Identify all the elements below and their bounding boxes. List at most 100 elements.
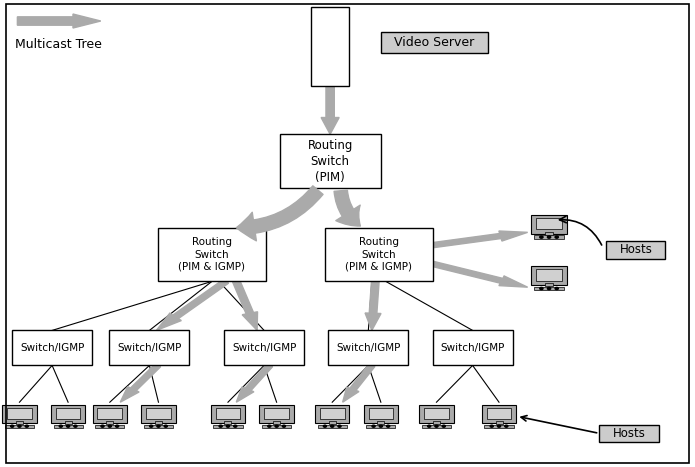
Circle shape — [442, 425, 445, 427]
Bar — [536, 218, 562, 229]
FancyArrow shape — [432, 262, 528, 287]
Bar — [54, 425, 83, 428]
Text: Switch/IGMP: Switch/IGMP — [441, 343, 505, 353]
Circle shape — [427, 425, 431, 427]
Circle shape — [101, 425, 104, 427]
Bar — [366, 425, 395, 428]
Bar — [368, 408, 393, 419]
Text: Switch/IGMP: Switch/IGMP — [20, 343, 84, 353]
Bar — [16, 421, 23, 424]
FancyArrow shape — [156, 280, 229, 331]
Bar — [146, 408, 171, 419]
Bar — [262, 425, 291, 428]
Text: Switch/IGMP: Switch/IGMP — [336, 343, 400, 353]
Circle shape — [10, 425, 14, 427]
Circle shape — [59, 425, 63, 427]
Bar — [211, 404, 245, 423]
Circle shape — [555, 236, 558, 238]
Circle shape — [540, 287, 543, 290]
Circle shape — [219, 425, 222, 427]
Bar — [381, 31, 488, 52]
Bar — [144, 425, 173, 428]
FancyArrow shape — [321, 86, 339, 134]
Bar — [320, 408, 345, 419]
Bar — [95, 425, 124, 428]
Bar — [536, 269, 562, 281]
Bar — [432, 331, 513, 365]
Bar — [56, 408, 81, 419]
Bar — [424, 408, 449, 419]
Bar — [12, 331, 92, 365]
Circle shape — [149, 425, 153, 427]
Circle shape — [275, 425, 278, 427]
Bar — [51, 404, 85, 423]
FancyArrow shape — [120, 364, 161, 402]
Circle shape — [25, 425, 28, 427]
Bar — [7, 408, 32, 419]
Circle shape — [490, 425, 493, 427]
Circle shape — [555, 287, 558, 290]
Text: Switch/IGMP: Switch/IGMP — [117, 343, 181, 353]
Bar — [546, 283, 553, 286]
Bar — [599, 425, 658, 442]
Text: Routing
Switch
(PIM & IGMP): Routing Switch (PIM & IGMP) — [345, 237, 412, 272]
Bar — [141, 404, 176, 423]
Bar — [377, 421, 384, 424]
FancyArrow shape — [365, 281, 381, 331]
Circle shape — [548, 236, 550, 238]
Circle shape — [234, 425, 237, 427]
Circle shape — [331, 425, 334, 427]
FancyArrow shape — [432, 231, 528, 248]
Text: Video Server: Video Server — [394, 35, 475, 49]
Bar — [106, 421, 113, 424]
Circle shape — [157, 425, 160, 427]
Text: Hosts: Hosts — [612, 427, 646, 440]
Bar — [484, 425, 514, 428]
Bar — [224, 421, 231, 424]
Bar — [486, 408, 512, 419]
FancyArrow shape — [233, 281, 258, 331]
Bar — [433, 421, 440, 424]
Bar — [482, 404, 516, 423]
Bar — [311, 7, 349, 86]
Circle shape — [164, 425, 167, 427]
Bar — [318, 425, 347, 428]
Bar — [5, 425, 34, 428]
Circle shape — [18, 425, 21, 427]
Bar — [329, 331, 409, 365]
Bar — [534, 287, 564, 290]
Circle shape — [540, 236, 543, 238]
Bar — [329, 421, 336, 424]
Bar — [97, 408, 122, 419]
Text: Multicast Tree: Multicast Tree — [15, 38, 102, 51]
Circle shape — [548, 287, 550, 290]
Circle shape — [386, 425, 390, 427]
Bar — [279, 134, 380, 188]
Circle shape — [282, 425, 286, 427]
Bar — [273, 421, 280, 424]
Bar — [92, 404, 127, 423]
Circle shape — [338, 425, 341, 427]
FancyArrow shape — [236, 364, 272, 402]
Bar — [363, 404, 398, 423]
Text: Hosts: Hosts — [619, 243, 653, 256]
Bar — [215, 408, 240, 419]
Bar — [419, 404, 454, 423]
Bar — [546, 232, 553, 235]
Text: Routing
Switch
(PIM): Routing Switch (PIM) — [307, 139, 353, 184]
Circle shape — [268, 425, 271, 427]
FancyArrow shape — [343, 364, 375, 402]
Circle shape — [323, 425, 327, 427]
Circle shape — [115, 425, 119, 427]
Bar — [259, 404, 294, 423]
Circle shape — [227, 425, 229, 427]
Circle shape — [379, 425, 382, 427]
Bar — [2, 404, 37, 423]
Bar — [422, 425, 451, 428]
Circle shape — [435, 425, 438, 427]
Text: Routing
Switch
(PIM & IGMP): Routing Switch (PIM & IGMP) — [179, 237, 245, 272]
Bar — [158, 227, 265, 281]
Bar — [531, 266, 567, 285]
Bar — [315, 404, 350, 423]
Bar — [155, 421, 162, 424]
